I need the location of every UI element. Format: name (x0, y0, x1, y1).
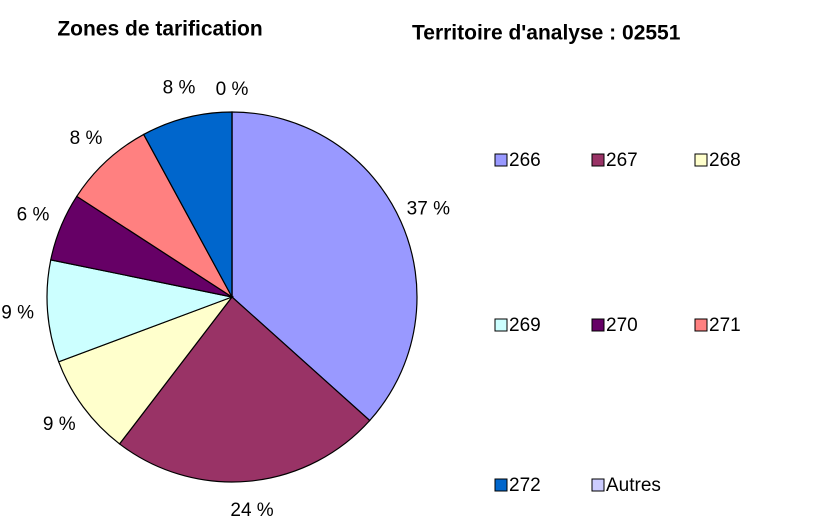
legend-swatch (494, 318, 508, 332)
slice-label: 9 % (43, 414, 76, 435)
slice-label: 24 % (230, 500, 273, 521)
legend-label: 270 (606, 315, 638, 336)
slice-label: 8 % (163, 78, 196, 99)
legend-swatch (591, 153, 605, 167)
slice-label: 9 % (1, 303, 34, 324)
legend-label: 272 (509, 475, 541, 496)
legend-swatch (694, 153, 708, 167)
pie-slice (231, 111, 418, 422)
legend-swatch (494, 153, 508, 167)
legend-swatch (591, 478, 605, 492)
legend-swatch (494, 478, 508, 492)
slice-label: 6 % (17, 205, 50, 226)
legend-label: 269 (509, 315, 541, 336)
slice-label: 37 % (407, 198, 450, 219)
chart-title: Zones de tarification (57, 18, 262, 41)
pie-slice (142, 111, 233, 298)
chart-subtitle: Territoire d'analyse : 02551 (412, 22, 681, 45)
pie-slice (46, 259, 235, 363)
legend-swatch (694, 318, 708, 332)
slice-label: 0 % (216, 79, 249, 100)
legend-swatch (591, 318, 605, 332)
legend-label: 268 (709, 150, 741, 171)
legend-label: 267 (606, 150, 638, 171)
legend-label: 266 (509, 150, 541, 171)
pie-slice (118, 296, 371, 483)
legend-label: 271 (709, 315, 741, 336)
pie-slice (75, 133, 233, 298)
legend-label: Autres (606, 475, 661, 496)
pie-slice (57, 295, 234, 445)
slice-label: 8 % (70, 128, 103, 149)
